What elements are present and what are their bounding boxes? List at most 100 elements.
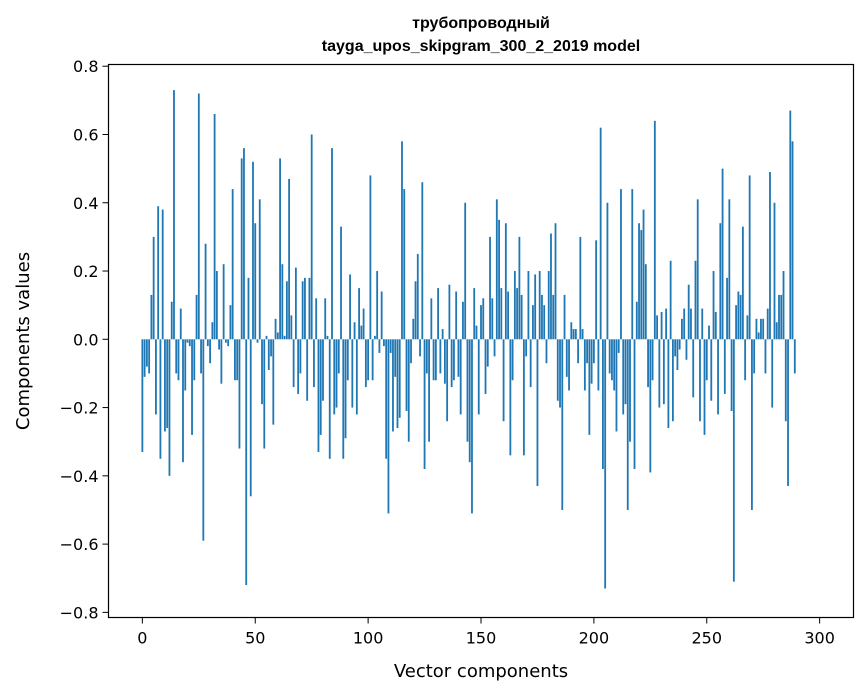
bar <box>667 339 670 429</box>
bar <box>588 339 591 435</box>
bar <box>658 339 661 408</box>
y-tick-label: 0.0 <box>73 330 98 349</box>
bar <box>541 294 543 340</box>
x-tick-label: 100 <box>353 629 384 648</box>
bar <box>430 298 433 340</box>
bar <box>762 318 765 340</box>
bar <box>545 339 548 364</box>
bar <box>565 339 568 377</box>
bar <box>378 339 381 353</box>
x-tick-label: 300 <box>804 629 835 648</box>
x-tick-label: 150 <box>466 629 497 648</box>
bar <box>457 339 460 377</box>
bar <box>710 339 713 401</box>
bar <box>412 318 415 340</box>
y-tick-label: −0.2 <box>60 399 99 418</box>
bar <box>746 315 749 340</box>
bar <box>592 339 595 364</box>
bar <box>317 339 320 452</box>
y-tick-label: −0.8 <box>60 603 99 622</box>
bar <box>231 189 234 340</box>
bar <box>760 318 762 340</box>
bar <box>236 339 239 381</box>
bar <box>299 339 302 374</box>
bar <box>701 308 704 340</box>
bar <box>385 339 388 459</box>
bar <box>507 291 509 340</box>
bar <box>367 339 370 381</box>
y-tick-label: 0.2 <box>73 262 98 281</box>
bar <box>550 233 552 340</box>
bar <box>206 339 209 347</box>
bar <box>644 264 647 340</box>
bar <box>184 339 187 391</box>
bar <box>626 339 629 510</box>
bar <box>441 329 444 340</box>
bar <box>243 148 245 340</box>
bar <box>771 339 774 408</box>
bar <box>685 339 688 360</box>
bar <box>213 114 216 340</box>
bar <box>532 305 534 340</box>
y-axis-label: Components values <box>13 252 34 430</box>
x-tick-label: 50 <box>245 629 265 648</box>
bar <box>211 322 214 340</box>
bar <box>276 332 279 340</box>
bar <box>331 148 333 340</box>
bar <box>633 339 636 470</box>
bar <box>369 175 372 340</box>
bar <box>428 339 430 442</box>
bar <box>394 339 397 377</box>
bar <box>602 339 604 470</box>
bar <box>656 315 658 340</box>
bar <box>708 325 710 340</box>
bar <box>175 339 178 374</box>
bar <box>459 339 462 415</box>
bar <box>751 339 753 510</box>
bar <box>489 236 491 340</box>
bar <box>434 339 437 381</box>
bar <box>202 339 205 541</box>
bar <box>152 236 155 340</box>
bar <box>224 339 227 343</box>
bar <box>590 339 593 384</box>
bar <box>247 277 250 340</box>
bar <box>525 339 528 357</box>
bar <box>561 339 564 510</box>
bar <box>513 271 516 340</box>
bar <box>193 339 196 381</box>
bar <box>782 271 785 340</box>
bar <box>405 339 408 411</box>
bar <box>252 161 254 340</box>
bar <box>355 339 358 415</box>
bar <box>471 339 473 514</box>
bar <box>197 93 200 340</box>
bar <box>665 308 668 340</box>
bar <box>346 339 349 381</box>
bar <box>563 294 566 340</box>
bar <box>622 339 625 415</box>
bar <box>166 339 169 429</box>
bar <box>516 288 519 340</box>
bar <box>195 294 198 340</box>
bar <box>328 339 331 459</box>
y-tick-label: 0.6 <box>73 125 98 144</box>
bar <box>263 339 266 449</box>
bar <box>448 284 451 340</box>
bar <box>732 339 735 582</box>
bar <box>414 281 417 340</box>
bar <box>222 264 225 340</box>
bar <box>148 339 151 374</box>
bar <box>349 274 351 340</box>
bar <box>703 339 706 435</box>
bar <box>635 301 638 340</box>
y-tick-label: −0.6 <box>60 535 99 554</box>
bar <box>484 339 487 394</box>
bar <box>157 206 160 340</box>
bar <box>730 339 733 411</box>
bar <box>534 274 537 340</box>
bar <box>486 339 489 367</box>
bar <box>784 339 787 422</box>
bar <box>337 339 340 374</box>
bar <box>615 339 618 432</box>
